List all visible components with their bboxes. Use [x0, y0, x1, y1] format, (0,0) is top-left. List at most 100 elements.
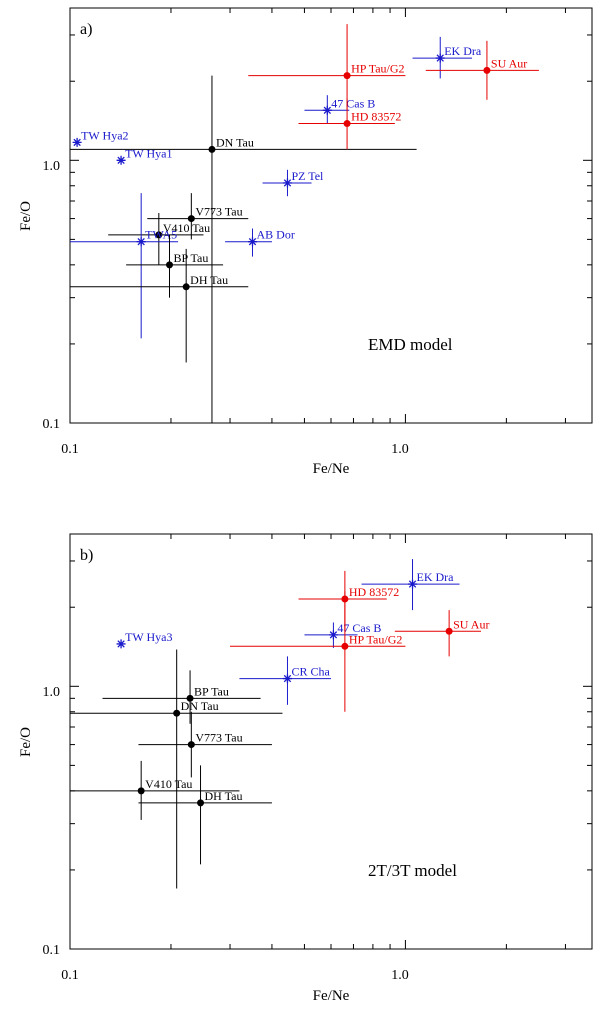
y-tick-label-0: 0.1 [43, 943, 61, 958]
point-label: 47 Cas B [337, 621, 381, 635]
point-label: HP Tau/G2 [349, 632, 403, 646]
data-point-tw-hya3: TW Hya3 [116, 630, 173, 649]
x-tick-label-1: 1.0 [391, 442, 409, 457]
point-label: CR Cha [291, 665, 330, 679]
star-marker [408, 579, 418, 589]
point-label: HP Tau/G2 [351, 62, 405, 76]
data-point-hp-tau-g2: HP Tau/G2 [248, 24, 406, 111]
x-tick-label-0: 0.1 [61, 968, 79, 983]
point-label: TW Hya2 [81, 128, 128, 142]
point-label: DH Tau [205, 789, 243, 803]
point-label: V773 Tau [195, 205, 242, 219]
x-tick-label-0: 0.1 [61, 442, 79, 457]
point-label: DN Tau [181, 699, 219, 713]
panel-label: b) [80, 547, 93, 564]
point-label: DH Tau [190, 273, 228, 287]
point-label: DN Tau [216, 135, 254, 149]
circle-marker [186, 694, 194, 702]
data-point-ek-dra: EK Dra [361, 559, 460, 611]
data-point-cr-cha: CR Cha [239, 656, 331, 705]
point-label: TWA5 [145, 228, 177, 242]
circle-marker [173, 709, 181, 717]
circle-marker [166, 261, 174, 269]
point-label: EK Dra [444, 44, 482, 58]
data-point-v410-tau: V410 Tau [70, 760, 240, 820]
axis-ticks [69, 534, 592, 950]
plot-frame [69, 533, 593, 950]
data-point-hd-83572: HD 83572 [298, 98, 401, 150]
panel-label: a) [80, 21, 92, 38]
point-label: SU Aur [453, 617, 489, 631]
data-point-hp-tau-g2: HP Tau/G2 [230, 591, 406, 712]
star-marker [247, 237, 257, 247]
point-label: HD 83572 [349, 585, 399, 599]
point-label: AB Dor [256, 228, 294, 242]
circle-marker [197, 799, 205, 807]
y-tick-label-0: 0.1 [43, 417, 61, 432]
point-label: V410 Tau [145, 777, 192, 791]
circle-marker [208, 145, 216, 153]
circle-marker [445, 627, 453, 635]
star-marker [136, 237, 146, 247]
star-marker [116, 155, 126, 165]
data-point-twa5: TWA5 [70, 193, 179, 339]
circle-marker [155, 231, 163, 239]
data-marks: TW Hya2 TW Hya1 DN Tau V773 Tau V410 TauTWA5… [70, 24, 539, 423]
data-point-dh-tau: DH Tau [138, 765, 272, 865]
data-point-bp-tau: BP Tau [102, 670, 261, 724]
data-point-pz-tel: PZ Tel [262, 169, 324, 197]
circle-marker [343, 72, 351, 80]
star-marker [282, 674, 292, 684]
circle-marker [182, 283, 190, 291]
data-point-dn-tau: DN Tau [70, 649, 283, 889]
star-marker [116, 639, 126, 649]
point-label: 47 Cas B [331, 96, 375, 110]
point-label: PZ Tel [291, 169, 324, 183]
circle-marker [341, 595, 349, 603]
y-tick-label-1: 1.0 [43, 685, 61, 700]
circle-marker [343, 120, 351, 128]
data-point-su-aur: SU Aur [425, 40, 539, 100]
circle-marker [187, 741, 195, 749]
star-marker [328, 630, 338, 640]
star-marker [435, 53, 445, 63]
x-axis-label: Fe/Ne [313, 461, 350, 477]
data-point-47-cas-b: 47 Cas B [304, 621, 381, 648]
star-marker [322, 105, 332, 115]
star-marker [282, 178, 292, 188]
panel-a: TW Hya2 TW Hya1 DN Tau V773 Tau V410 TauTWA5… [18, 7, 593, 477]
data-point-v773-tau: V773 Tau [147, 193, 249, 240]
circle-marker [341, 642, 349, 650]
data-point-dn-tau: DN Tau [70, 75, 417, 423]
point-label: TW Hya3 [125, 630, 172, 644]
data-point-hd-83572: HD 83572 [298, 570, 399, 632]
y-tick-label-1: 1.0 [43, 159, 61, 174]
y-axis-label: Fe/O [18, 201, 34, 231]
point-label: EK Dra [417, 570, 455, 584]
data-point-ek-dra: EK Dra [412, 36, 482, 79]
point-label: HD 83572 [351, 110, 401, 124]
model-annotation: 2T/3T model [368, 861, 457, 880]
x-tick-label-1: 1.0 [391, 968, 409, 983]
y-axis-label: Fe/O [18, 727, 34, 757]
data-point-47-cas-b: 47 Cas B [304, 95, 375, 124]
point-label: V410 Tau [163, 221, 210, 235]
point-label: V773 Tau [195, 731, 242, 745]
circle-marker [137, 787, 145, 795]
data-point-v410-tau: V410 Tau [108, 213, 210, 265]
point-label: TW Hya1 [125, 146, 172, 160]
axis-ticks [69, 8, 592, 424]
x-axis-label: Fe/Ne [313, 988, 350, 1004]
data-point-bp-tau: BP Tau [126, 234, 224, 298]
star-marker [72, 137, 82, 147]
data-point-dh-tau: DH Tau [70, 248, 249, 363]
model-annotation: EMD model [368, 335, 453, 354]
data-point-tw-hya2: TW Hya2 [72, 128, 129, 147]
circle-marker [187, 215, 195, 223]
point-label: BP Tau [194, 684, 229, 698]
circle-marker [483, 66, 491, 74]
data-point-su-aur: SU Aur [394, 610, 489, 657]
